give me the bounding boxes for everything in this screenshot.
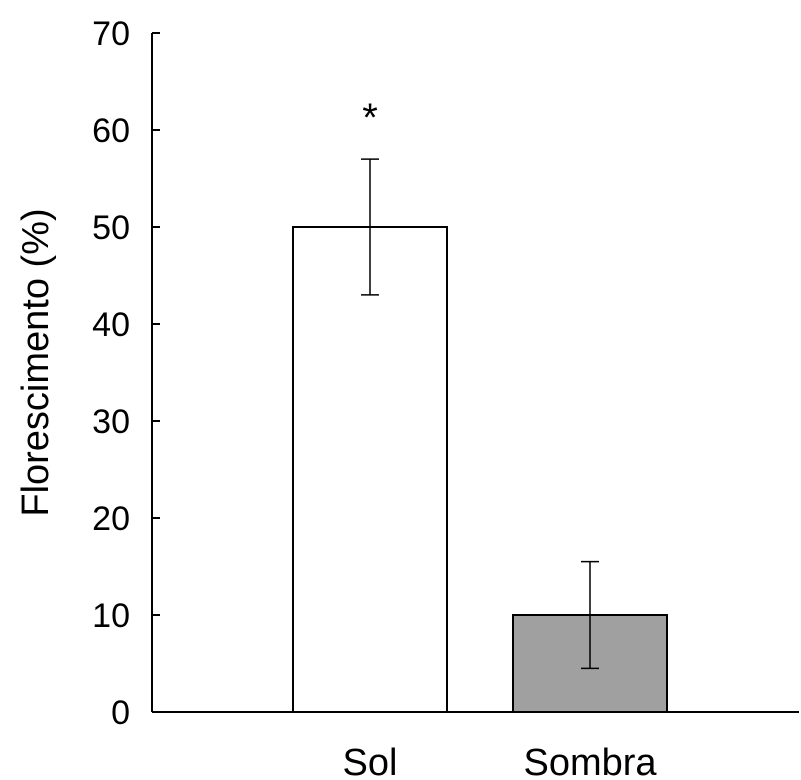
y-tick-label: 0 [111, 694, 130, 732]
y-axis-ticks: 0 10 20 30 40 50 60 70 [92, 15, 160, 732]
y-tick-label: 60 [92, 112, 130, 150]
error-bars [361, 158, 599, 670]
error-bar-sombra [581, 560, 599, 670]
bar-sol [292, 226, 448, 713]
significance-annotation: * [362, 96, 378, 140]
x-axis-category-labels: Sol Sombra [343, 742, 658, 780]
annotations: * [362, 96, 378, 140]
x-category-label-sol: Sol [343, 742, 398, 780]
error-bar-sol [361, 158, 379, 296]
y-tick-label: 40 [92, 306, 130, 344]
bars [292, 226, 668, 713]
y-tick-label: 10 [92, 597, 130, 635]
y-tick-label: 30 [92, 403, 130, 441]
y-axis-title: Florescimento (%) [15, 208, 57, 516]
y-tick-label: 20 [92, 500, 130, 538]
x-category-label-sombra: Sombra [523, 742, 657, 780]
y-tick-label: 50 [92, 209, 130, 247]
y-tick-label: 70 [92, 15, 130, 53]
